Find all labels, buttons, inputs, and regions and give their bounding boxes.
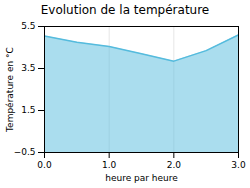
svg-text:3.5: 3.5 xyxy=(21,63,35,73)
svg-text:1.0: 1.0 xyxy=(102,160,117,170)
svg-text:Température en °C: Température en °C xyxy=(5,47,15,133)
svg-text:5.5: 5.5 xyxy=(21,21,35,31)
svg-text:−0.5: −0.5 xyxy=(14,147,36,157)
svg-text:3.0: 3.0 xyxy=(231,160,246,170)
svg-text:0.0: 0.0 xyxy=(37,160,52,170)
html-text:Evolution de la température: Evolution de la température xyxy=(40,3,210,17)
svg-text:2.0: 2.0 xyxy=(167,160,182,170)
svg-text:1.5: 1.5 xyxy=(21,105,35,115)
svg-text:heure par heure: heure par heure xyxy=(105,173,178,183)
